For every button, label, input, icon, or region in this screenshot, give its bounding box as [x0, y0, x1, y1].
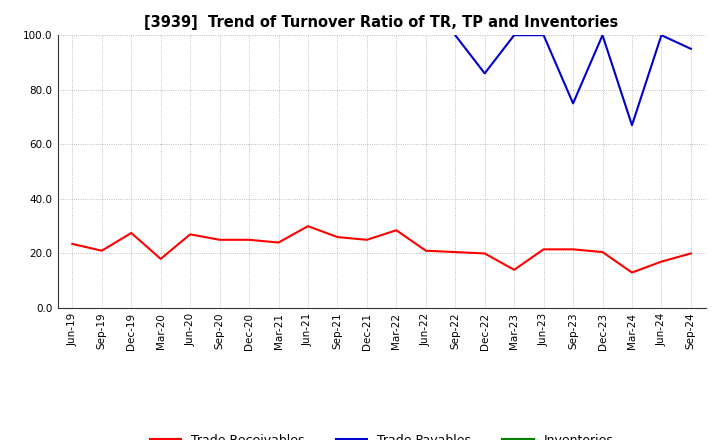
Line: Trade Receivables: Trade Receivables — [72, 226, 691, 272]
Trade Receivables — [245, 237, 253, 242]
Trade Payables — [480, 71, 489, 76]
Trade Receivables — [539, 247, 548, 252]
Trade Payables — [569, 101, 577, 106]
Trade Receivables — [628, 270, 636, 275]
Trade Receivables — [333, 235, 342, 240]
Trade Receivables — [304, 224, 312, 229]
Trade Receivables — [97, 248, 106, 253]
Trade Payables — [510, 33, 518, 38]
Trade Receivables — [215, 237, 224, 242]
Trade Receivables — [421, 248, 430, 253]
Trade Receivables — [510, 267, 518, 272]
Trade Receivables — [569, 247, 577, 252]
Trade Payables — [628, 123, 636, 128]
Trade Receivables — [598, 249, 607, 255]
Trade Receivables — [186, 232, 194, 237]
Trade Receivables — [363, 237, 372, 242]
Trade Payables — [451, 33, 459, 38]
Trade Payables — [687, 46, 696, 51]
Trade Receivables — [657, 259, 666, 264]
Trade Receivables — [480, 251, 489, 256]
Trade Receivables — [451, 249, 459, 255]
Line: Trade Payables: Trade Payables — [455, 35, 691, 125]
Trade Receivables — [68, 241, 76, 246]
Trade Receivables — [274, 240, 283, 245]
Trade Receivables — [156, 256, 165, 261]
Title: [3939]  Trend of Turnover Ratio of TR, TP and Inventories: [3939] Trend of Turnover Ratio of TR, TP… — [145, 15, 618, 30]
Trade Payables — [598, 33, 607, 38]
Trade Receivables — [392, 227, 400, 233]
Trade Payables — [657, 33, 666, 38]
Trade Payables — [539, 33, 548, 38]
Trade Receivables — [687, 251, 696, 256]
Trade Receivables — [127, 230, 135, 235]
Legend: Trade Receivables, Trade Payables, Inventories: Trade Receivables, Trade Payables, Inven… — [145, 429, 618, 440]
